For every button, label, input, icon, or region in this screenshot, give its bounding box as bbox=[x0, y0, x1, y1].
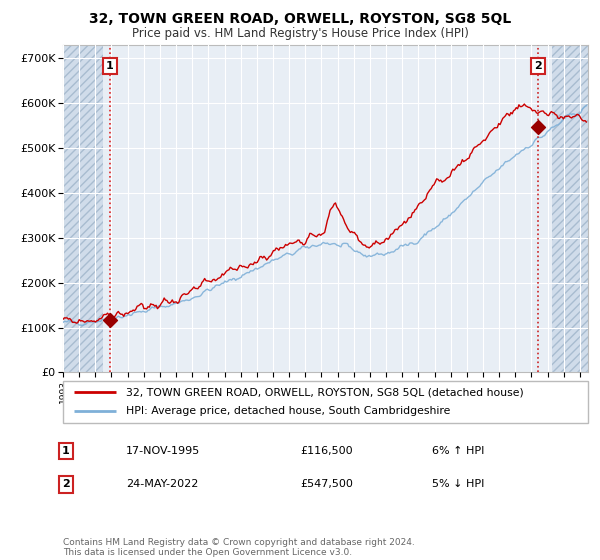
Text: £116,500: £116,500 bbox=[300, 446, 353, 456]
Text: 5% ↓ HPI: 5% ↓ HPI bbox=[432, 479, 484, 489]
Text: 2: 2 bbox=[534, 62, 542, 71]
Text: £547,500: £547,500 bbox=[300, 479, 353, 489]
Text: 1: 1 bbox=[62, 446, 70, 456]
Text: 32, TOWN GREEN ROAD, ORWELL, ROYSTON, SG8 5QL: 32, TOWN GREEN ROAD, ORWELL, ROYSTON, SG… bbox=[89, 12, 511, 26]
Text: Price paid vs. HM Land Registry's House Price Index (HPI): Price paid vs. HM Land Registry's House … bbox=[131, 27, 469, 40]
Text: 2: 2 bbox=[62, 479, 70, 489]
Point bbox=[533, 122, 542, 131]
Point bbox=[105, 316, 115, 325]
Text: 17-NOV-1995: 17-NOV-1995 bbox=[126, 446, 200, 456]
Text: 6% ↑ HPI: 6% ↑ HPI bbox=[432, 446, 484, 456]
Text: HPI: Average price, detached house, South Cambridgeshire: HPI: Average price, detached house, Sout… bbox=[126, 407, 451, 417]
Text: 1: 1 bbox=[106, 62, 113, 71]
Text: 32, TOWN GREEN ROAD, ORWELL, ROYSTON, SG8 5QL (detached house): 32, TOWN GREEN ROAD, ORWELL, ROYSTON, SG… bbox=[126, 387, 524, 397]
Text: Contains HM Land Registry data © Crown copyright and database right 2024.
This d: Contains HM Land Registry data © Crown c… bbox=[63, 538, 415, 557]
FancyBboxPatch shape bbox=[63, 381, 588, 423]
Text: 24-MAY-2022: 24-MAY-2022 bbox=[126, 479, 199, 489]
